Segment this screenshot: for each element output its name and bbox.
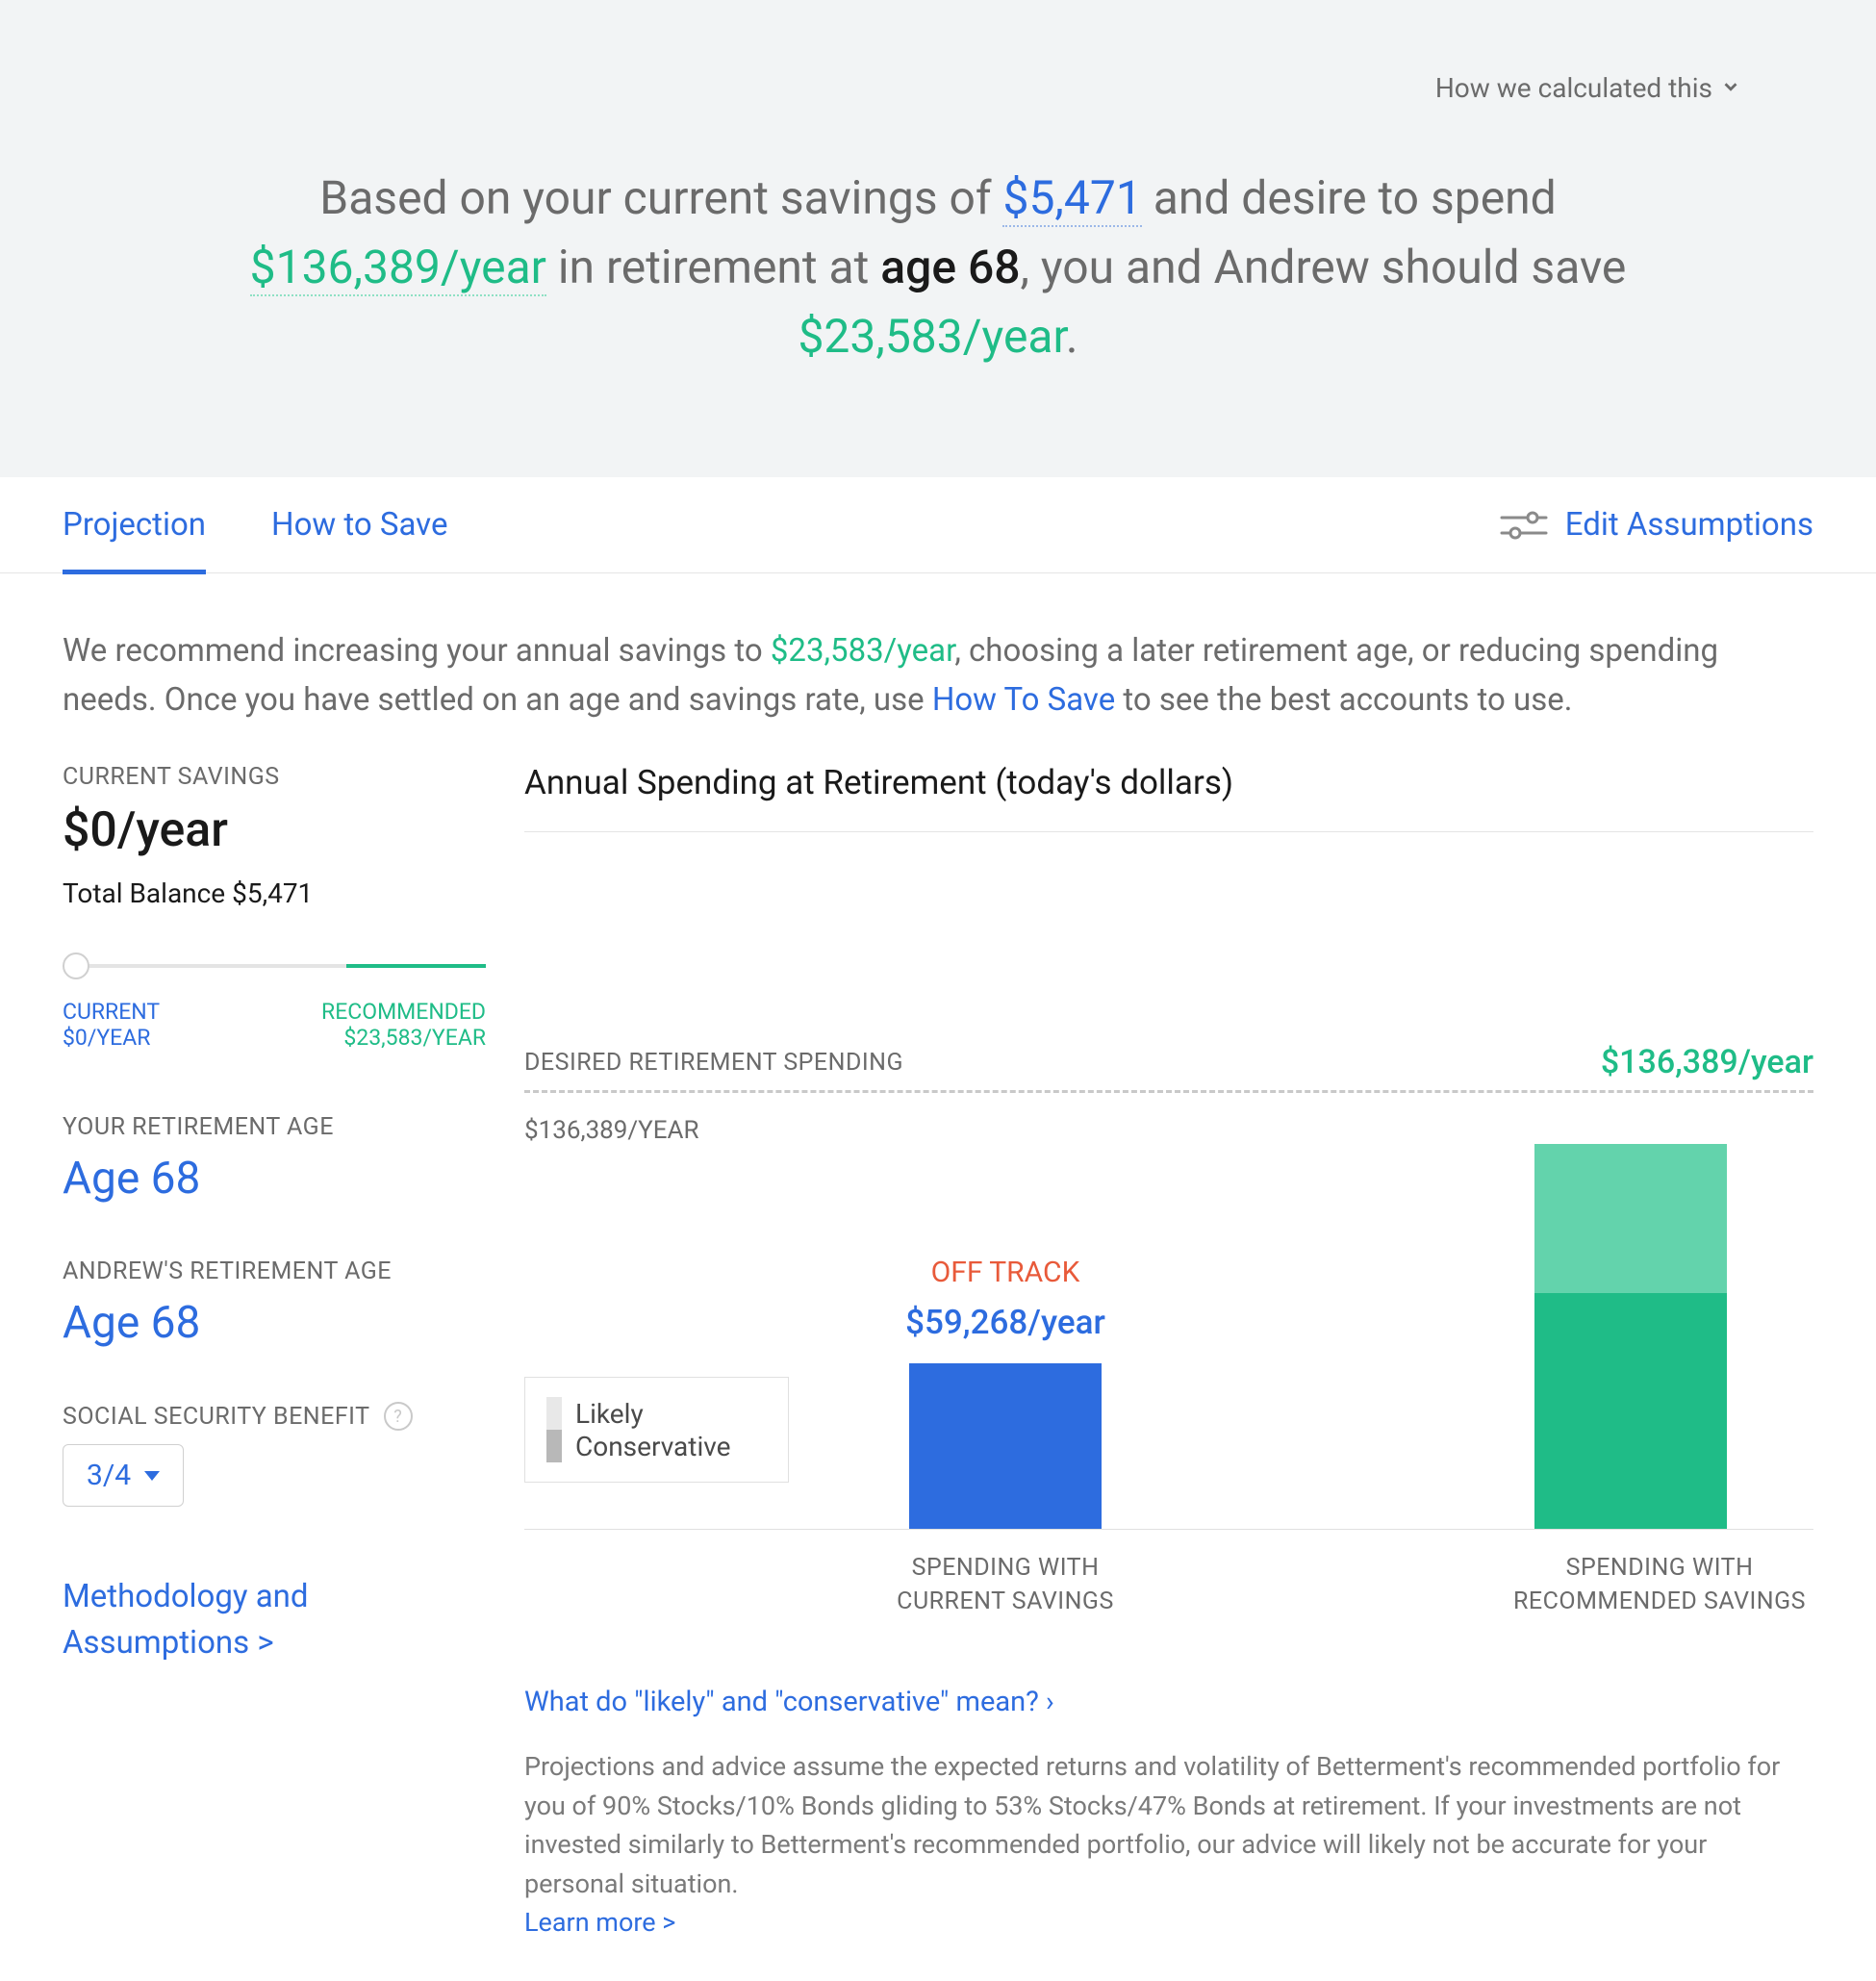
slider-thumb[interactable]	[63, 952, 89, 979]
how-we-calculated-link[interactable]: How we calculated this	[1435, 72, 1741, 104]
chevron-down-icon	[1720, 72, 1741, 104]
learn-more-link[interactable]: Learn more >	[524, 1907, 675, 1938]
slider-current-label: CURRENT	[63, 999, 160, 1025]
summary-text: in retirement at	[558, 240, 880, 294]
bar-current-amount: $59,268/year	[905, 1303, 1105, 1342]
legend-swatch-conservative	[546, 1430, 562, 1462]
current-savings-amount[interactable]: $5,471	[1002, 170, 1141, 227]
bar-current-savings: OFF TRACK $59,268/year	[909, 1256, 1102, 1529]
y-axis-label: $136,389/YEAR	[524, 1116, 1813, 1145]
legend-swatch-likely	[546, 1397, 562, 1430]
retirement-age-text: age 68	[880, 240, 1020, 294]
summary-banner: How we calculated this Based on your cur…	[0, 0, 1876, 477]
how-to-save-link[interactable]: How To Save	[932, 681, 1115, 719]
current-savings-value: $0/year	[63, 802, 486, 858]
summary-text: .	[1066, 309, 1078, 364]
total-balance: Total Balance $5,471	[63, 877, 486, 909]
edit-assumptions-button[interactable]: Edit Assumptions	[1500, 506, 1813, 544]
tabs-bar: Projection How to Save Edit Assumptions	[0, 477, 1876, 573]
likely-conservative-faq-link[interactable]: What do "likely" and "conservative" mean…	[524, 1686, 1054, 1718]
slider-recommended-label: RECOMMENDED	[321, 999, 486, 1025]
legend-conservative-label: Conservative	[575, 1431, 730, 1462]
slider-recommended-fill	[346, 964, 486, 968]
off-track-badge: OFF TRACK	[931, 1256, 1080, 1289]
edit-assumptions-label: Edit Assumptions	[1565, 506, 1813, 544]
x-label-current: SPENDING WITH CURRENT SAVINGS	[851, 1551, 1159, 1618]
social-security-dropdown[interactable]: 3/4	[63, 1444, 184, 1507]
calc-link-text: How we calculated this	[1435, 72, 1712, 104]
summary-text: Based on your current savings of	[319, 170, 1002, 225]
rec-text: to see the best accounts to use.	[1115, 681, 1572, 719]
x-label-recommended: SPENDING WITH RECOMMENDED SAVINGS	[1506, 1551, 1813, 1618]
current-savings-label: CURRENT SAVINGS	[63, 763, 486, 791]
social-security-label: SOCIAL SECURITY BENEFIT	[63, 1403, 370, 1431]
rec-text: We recommend increasing your annual savi…	[63, 632, 771, 670]
desired-spending-line: $136,389/year	[524, 1090, 1813, 1093]
tab-projection[interactable]: Projection	[63, 506, 206, 572]
bar-recommended-likely	[1534, 1293, 1727, 1529]
should-save-amount: $23,583/year	[798, 309, 1065, 364]
bar-recommended-savings	[1534, 1144, 1727, 1529]
chart-legend: Likely Conservative	[524, 1377, 789, 1483]
bar-recommended-conservative	[1534, 1144, 1727, 1293]
partner-retirement-age-value[interactable]: Age 68	[63, 1297, 486, 1349]
help-icon[interactable]: ?	[384, 1402, 413, 1431]
chart-panel: Annual Spending at Retirement (today's d…	[524, 763, 1813, 1943]
bar-chart: Likely Conservative OFF TRACK $59,268/ye…	[524, 1145, 1813, 1530]
desired-spending-amount: $136,389/year	[1601, 1043, 1813, 1081]
rec-amount: $23,583/year	[771, 632, 954, 670]
total-balance-value: $5,471	[232, 877, 313, 909]
chart-title: Annual Spending at Retirement (today's d…	[524, 763, 1813, 832]
slider-labels: CURRENT $0/YEAR RECOMMENDED $23,583/YEAR	[63, 999, 486, 1051]
savings-slider[interactable]	[63, 952, 486, 981]
recommendation-text: We recommend increasing your annual savi…	[63, 626, 1813, 724]
slider-current-value: $0/YEAR	[63, 1025, 160, 1051]
partner-retirement-age-label: ANDREW'S RETIREMENT AGE	[63, 1257, 486, 1285]
summary-text: and desire to spend	[1153, 170, 1557, 225]
summary-headline: Based on your current savings of $5,471 …	[216, 164, 1660, 371]
x-axis-labels: SPENDING WITH CURRENT SAVINGS SPENDING W…	[524, 1551, 1813, 1618]
desired-spend-amount[interactable]: $136,389/year	[250, 240, 546, 296]
sliders-icon	[1500, 508, 1548, 543]
disclaimer-text: Projections and advice assume the expect…	[524, 1747, 1813, 1943]
your-retirement-age-label: YOUR RETIREMENT AGE	[63, 1113, 486, 1141]
controls-panel: CURRENT SAVINGS $0/year Total Balance $5…	[63, 763, 486, 1943]
tab-how-to-save[interactable]: How to Save	[271, 506, 447, 572]
your-retirement-age-value[interactable]: Age 68	[63, 1153, 486, 1205]
summary-text: , you and Andrew should save	[1021, 240, 1627, 294]
total-balance-label: Total Balance	[63, 877, 232, 909]
caret-down-icon	[144, 1471, 160, 1481]
methodology-link[interactable]: Methodology and Assumptions >	[63, 1574, 486, 1666]
legend-likely-label: Likely	[575, 1398, 644, 1430]
social-security-value: 3/4	[87, 1459, 131, 1492]
slider-recommended-value: $23,583/YEAR	[321, 1025, 486, 1051]
bar-current-likely	[909, 1363, 1102, 1529]
